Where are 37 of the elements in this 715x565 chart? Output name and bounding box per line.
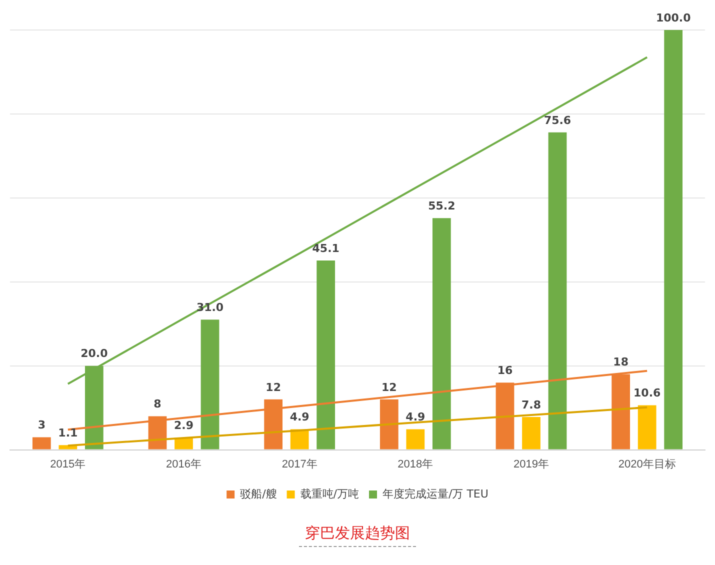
data-label: 75.6 xyxy=(544,114,572,127)
data-label: 55.2 xyxy=(428,199,456,212)
bar xyxy=(548,132,567,450)
data-label: 2.9 xyxy=(174,418,194,432)
x-tick-label: 2017年 xyxy=(282,458,318,470)
x-tick-label: 2016年 xyxy=(166,458,202,470)
data-label: 45.1 xyxy=(312,242,340,255)
x-tick-label: 2018年 xyxy=(398,458,434,470)
data-label: 12 xyxy=(266,380,281,394)
data-label: 18 xyxy=(613,356,628,369)
bar xyxy=(432,218,451,450)
data-label: 12 xyxy=(382,380,397,394)
legend-label: 驳船/艘 xyxy=(240,487,277,500)
bar xyxy=(32,437,51,450)
bar xyxy=(638,405,656,450)
bar xyxy=(664,30,683,450)
data-label: 8 xyxy=(154,398,162,411)
data-label: 4.9 xyxy=(290,410,310,424)
text: 穿巴发展趋势图 xyxy=(299,524,416,547)
bar xyxy=(316,260,336,450)
x-tick-label: 2015年 xyxy=(50,458,86,470)
x-tick-label: 2020年目标 xyxy=(618,458,676,470)
data-label: 7.8 xyxy=(522,398,541,412)
data-label: 16 xyxy=(497,364,513,377)
legend-label: 载重吨/万吨 xyxy=(300,487,360,500)
data-label: 100.0 xyxy=(656,11,692,24)
data-label: 3 xyxy=(38,418,46,432)
bar xyxy=(522,417,540,450)
bar xyxy=(406,429,425,450)
data-label: 4.9 xyxy=(406,410,426,424)
legend-label: 年度完成运量/万 TEU xyxy=(382,487,488,500)
bar xyxy=(290,429,309,450)
bar xyxy=(200,320,220,450)
x-tick-label: 2019年 xyxy=(514,458,549,470)
data-label: 20.0 xyxy=(80,347,108,360)
data-label: 10.6 xyxy=(634,386,661,400)
data-label: 1.1 xyxy=(58,426,78,440)
